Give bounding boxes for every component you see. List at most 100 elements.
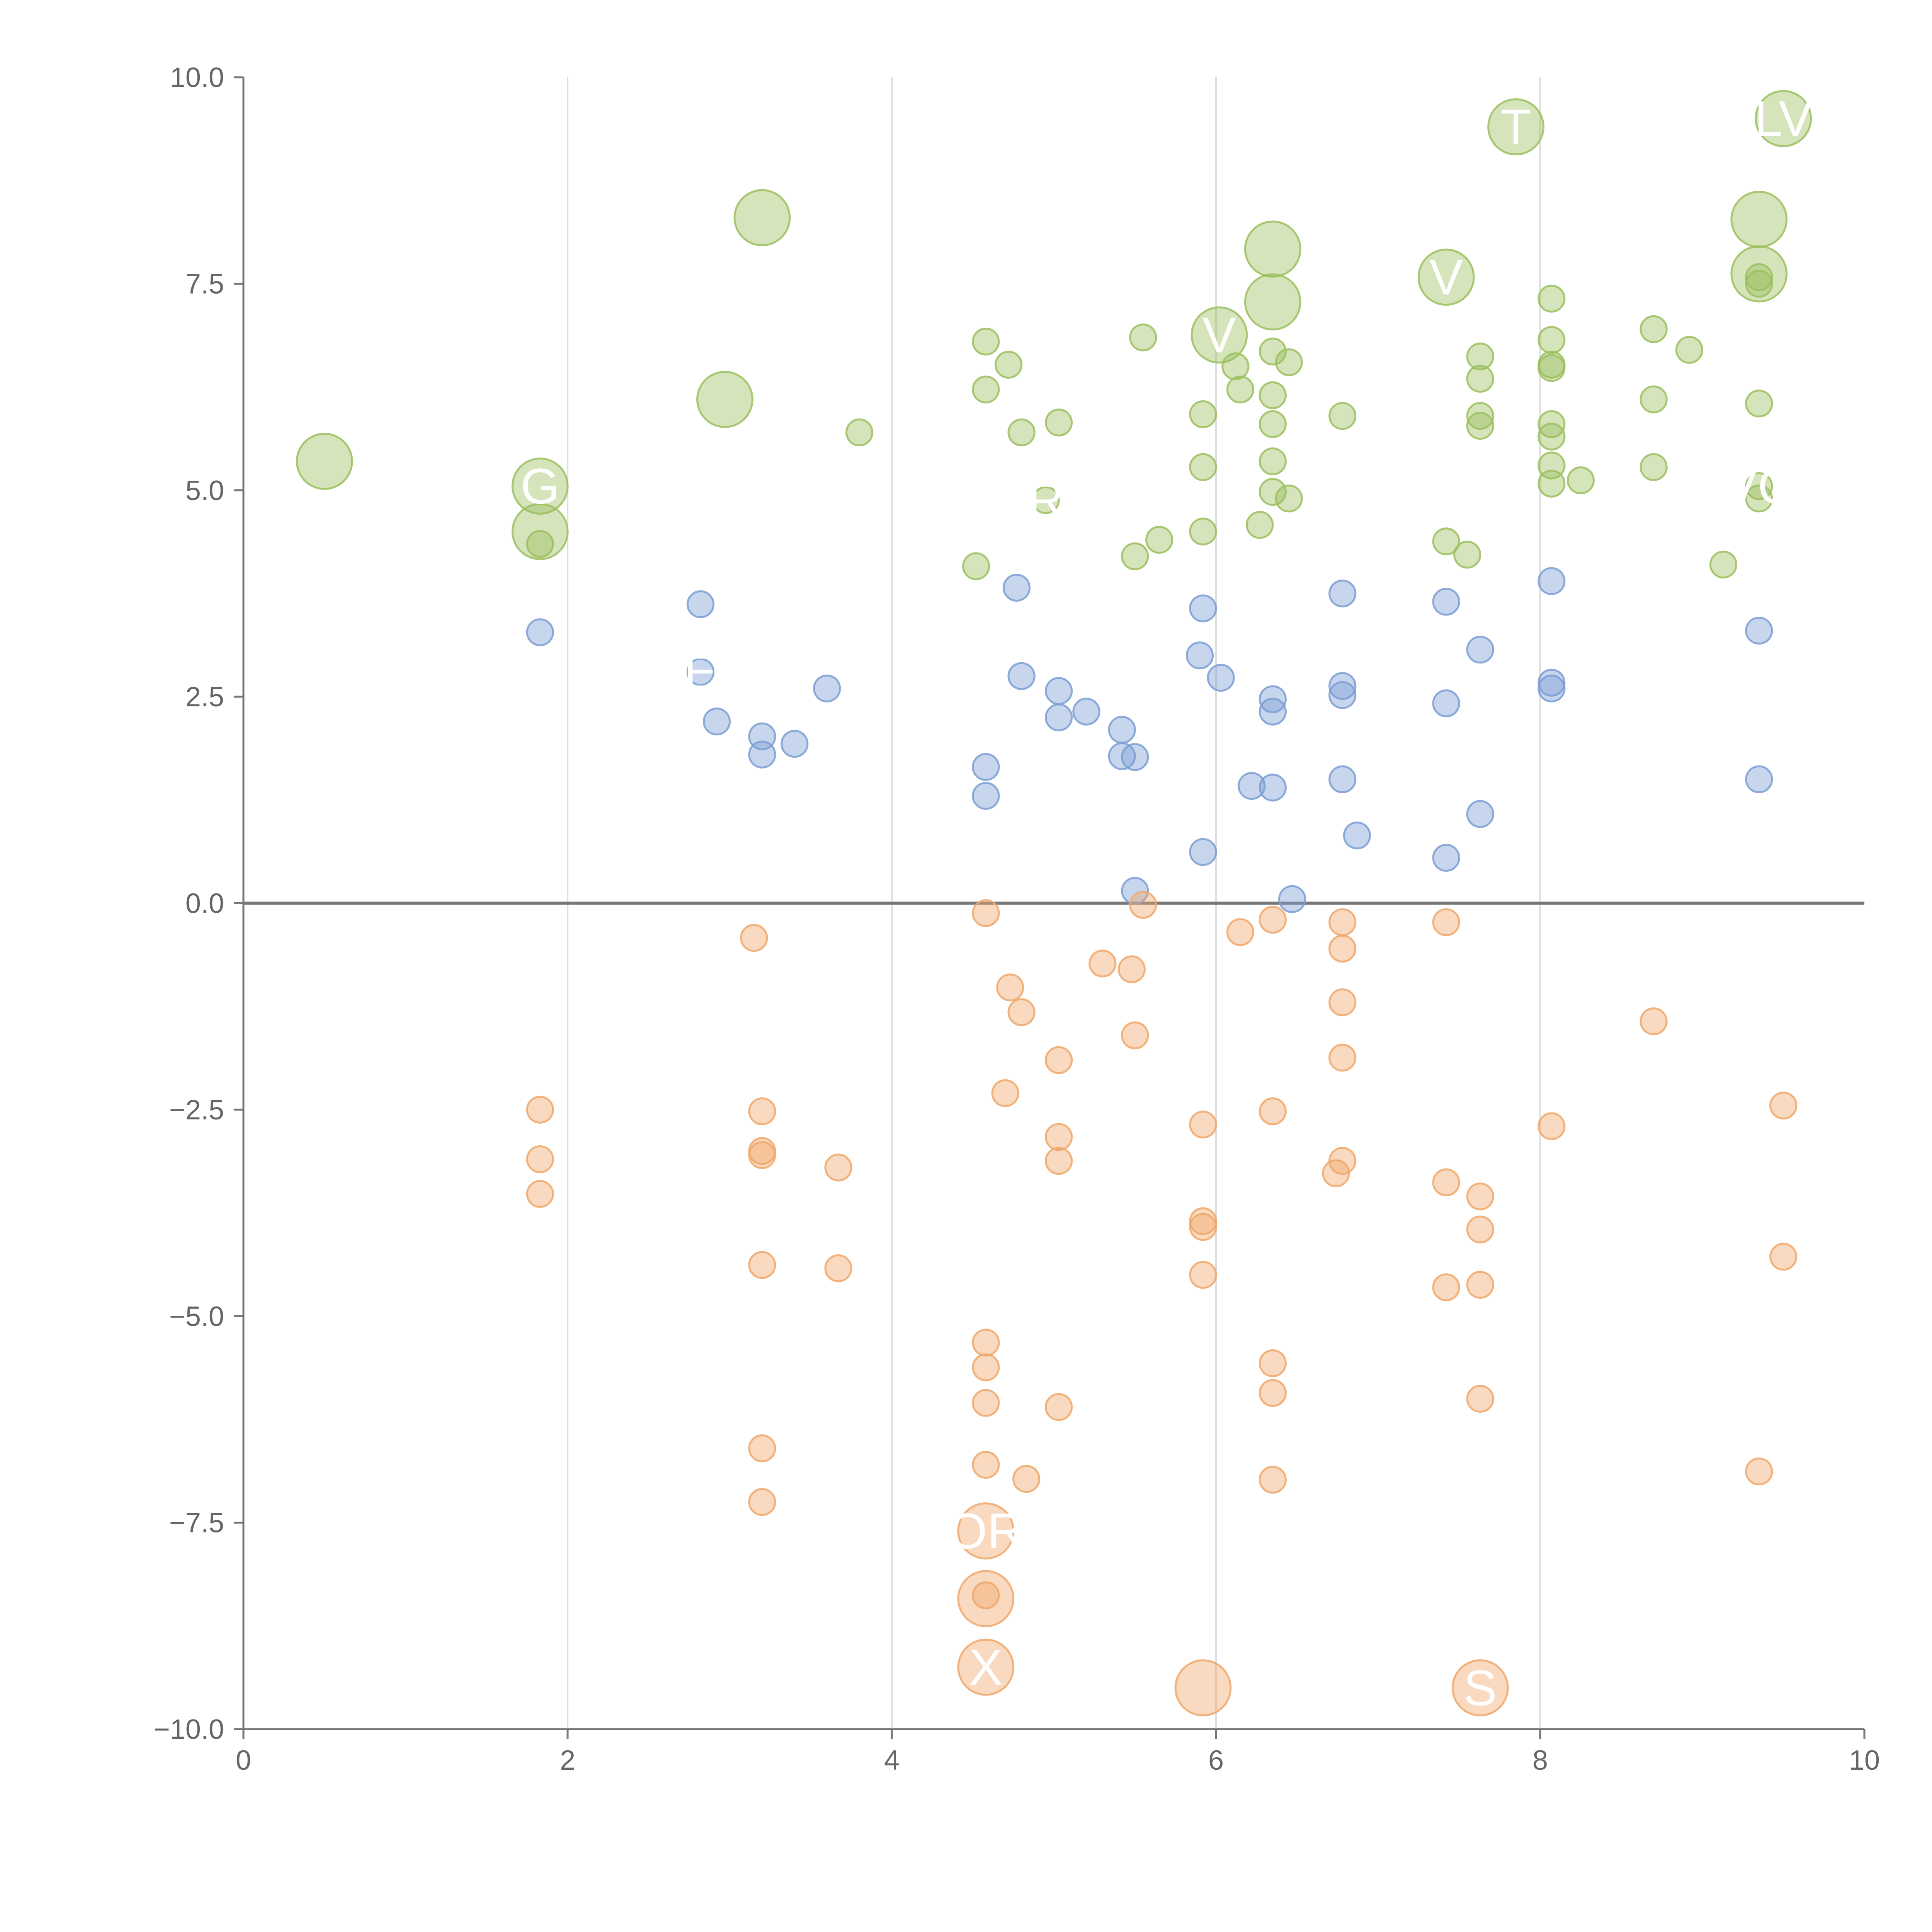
data-point-low xyxy=(972,1389,1000,1417)
data-point-high xyxy=(1121,542,1149,570)
data-point-low xyxy=(1466,1270,1494,1299)
x-tick-label: 0 xyxy=(236,1745,251,1776)
data-point-mid xyxy=(781,730,809,758)
y-tick-label: −7.5 xyxy=(169,1508,224,1539)
data-point-low xyxy=(1466,1182,1494,1211)
y-tick-label: 0.0 xyxy=(185,888,224,919)
data-point-low xyxy=(1451,1659,1509,1717)
point-label: LV xyxy=(1755,90,1813,147)
data-point-high xyxy=(962,552,990,580)
data-point-low xyxy=(1044,1123,1073,1151)
x-tick-label: 8 xyxy=(1532,1745,1548,1776)
data-point-mid xyxy=(1108,716,1136,744)
data-point-mid xyxy=(1121,743,1149,771)
data-point-low xyxy=(1537,1112,1566,1140)
data-point-low xyxy=(1432,1168,1460,1197)
data-point-low xyxy=(1259,1349,1287,1378)
point-label: V xyxy=(1202,307,1236,363)
data-point-low xyxy=(1044,1046,1073,1074)
data-point-low xyxy=(957,1570,1015,1628)
data-point-mid xyxy=(1121,877,1149,905)
data-point-low xyxy=(748,1251,776,1279)
data-point-mid xyxy=(1189,838,1217,866)
data-point-high xyxy=(1007,418,1036,447)
data-point-mid xyxy=(686,590,715,618)
data-point-low xyxy=(1088,949,1117,978)
data-point-low xyxy=(740,924,768,952)
data-point-mid xyxy=(1328,672,1357,700)
data-point-low xyxy=(1328,988,1357,1017)
data-point-low xyxy=(748,1434,776,1463)
data-point-high xyxy=(994,350,1023,379)
data-point-low xyxy=(1328,934,1357,963)
data-point-low xyxy=(972,1353,1000,1381)
data-point-high xyxy=(1453,541,1481,569)
data-point-high xyxy=(1044,408,1073,437)
data-point-low xyxy=(1117,955,1146,983)
data-point-high xyxy=(526,530,554,558)
data-point-mid xyxy=(748,740,776,769)
data-point-high xyxy=(1032,486,1060,514)
data-point-mid xyxy=(1343,821,1371,850)
data-point-low xyxy=(824,1153,852,1182)
data-point-mid xyxy=(972,753,1000,781)
data-point-mid xyxy=(1002,573,1031,602)
data-point-low xyxy=(1044,1147,1073,1175)
data-point-low xyxy=(824,1254,852,1282)
data-point-high xyxy=(1537,326,1566,354)
data-point-mid xyxy=(1466,800,1494,828)
data-point-high xyxy=(1537,422,1566,451)
data-point-mid xyxy=(1432,844,1460,872)
data-point-mid xyxy=(1537,567,1566,595)
data-point-high xyxy=(845,418,874,447)
y-tick-label: 10.0 xyxy=(170,62,224,93)
data-point-high xyxy=(1259,478,1287,506)
data-point-low xyxy=(748,1141,776,1169)
data-point-high xyxy=(972,327,1000,356)
data-point-high xyxy=(1730,190,1788,248)
data-point-low xyxy=(1189,1213,1217,1241)
data-point-low xyxy=(1259,1466,1287,1494)
data-point-low xyxy=(748,1488,776,1516)
data-point-high xyxy=(1189,453,1217,481)
data-point-low xyxy=(1466,1384,1494,1413)
y-tick-label: −2.5 xyxy=(169,1095,224,1126)
data-point-low xyxy=(972,1581,1000,1609)
data-point-high xyxy=(1221,352,1250,381)
data-point-low xyxy=(1328,908,1357,936)
data-point-mid xyxy=(1044,703,1073,731)
data-point-high xyxy=(1275,485,1303,513)
data-point-low xyxy=(1121,1021,1149,1049)
data-point-low xyxy=(957,1638,1015,1696)
data-point-low xyxy=(1259,1097,1287,1126)
data-point-mid xyxy=(1238,772,1266,800)
data-point-high xyxy=(1639,385,1668,413)
data-point-low xyxy=(1044,1393,1073,1421)
data-point-high xyxy=(1432,527,1460,556)
data-point-mid xyxy=(1328,579,1357,608)
axes: 0 2 4 6 8 10 10.0 7.5 5.0 2.5 0.0 −2.5 −5.0 −7.5 −10.0 xyxy=(154,62,1880,1776)
data-point-high xyxy=(1537,354,1566,382)
data-point-mid xyxy=(972,782,1000,810)
data-point-low xyxy=(526,1095,554,1124)
data-point-high xyxy=(1244,220,1301,278)
data-point-high xyxy=(296,433,353,490)
data-point-low xyxy=(972,899,1000,927)
data-point-low xyxy=(1769,1243,1798,1271)
data-point-high xyxy=(1246,511,1274,539)
data-point-low xyxy=(1322,1159,1350,1187)
y-tick-label: 5.0 xyxy=(185,475,224,506)
point-label: E xyxy=(684,644,718,700)
data-point-low xyxy=(957,1502,1015,1560)
data-point-low xyxy=(1639,1007,1668,1036)
data-point-high xyxy=(1259,447,1287,476)
data-point-high xyxy=(1730,245,1788,303)
data-point-high xyxy=(733,189,791,247)
y-tick-label: 2.5 xyxy=(185,682,224,713)
data-point-high xyxy=(1189,400,1217,429)
data-point-mid xyxy=(1745,765,1773,793)
data-point-low xyxy=(1189,1261,1217,1289)
point-label: V xyxy=(1429,249,1463,305)
point-label: OR xyxy=(948,1503,1024,1559)
point-label: R xyxy=(1028,472,1064,528)
